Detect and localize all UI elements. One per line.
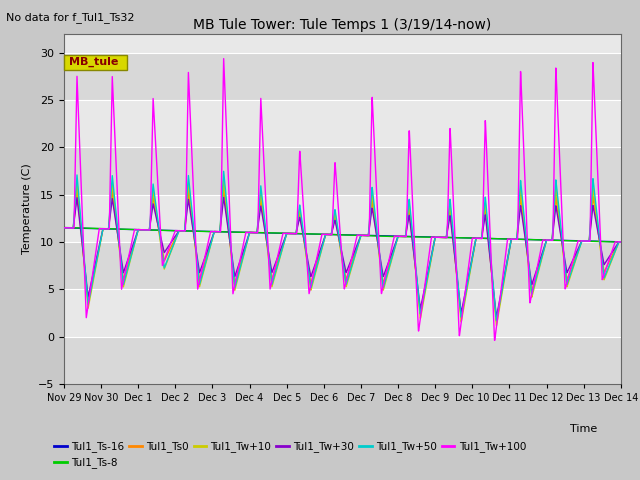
Title: MB Tule Tower: Tule Temps 1 (3/19/14-now): MB Tule Tower: Tule Temps 1 (3/19/14-now…: [193, 18, 492, 33]
Bar: [64, 194, 621, 242]
Bar: [64, 52, 621, 100]
FancyBboxPatch shape: [64, 55, 127, 70]
Bar: [64, 147, 621, 194]
Text: MB_tule: MB_tule: [69, 57, 118, 67]
Bar: [64, 242, 621, 289]
Bar: [64, 336, 621, 384]
Bar: [64, 100, 621, 147]
Text: No data for f_Tul1_Ts32: No data for f_Tul1_Ts32: [6, 12, 135, 23]
Legend: Tul1_Ts-16, Tul1_Ts-8, Tul1_Ts0, Tul1_Tw+10, Tul1_Tw+30, Tul1_Tw+50, Tul1_Tw+100: Tul1_Ts-16, Tul1_Ts-8, Tul1_Ts0, Tul1_Tw…: [50, 437, 530, 472]
Bar: [64, 289, 621, 336]
Y-axis label: Temperature (C): Temperature (C): [22, 163, 33, 254]
Text: Time: Time: [570, 424, 597, 434]
